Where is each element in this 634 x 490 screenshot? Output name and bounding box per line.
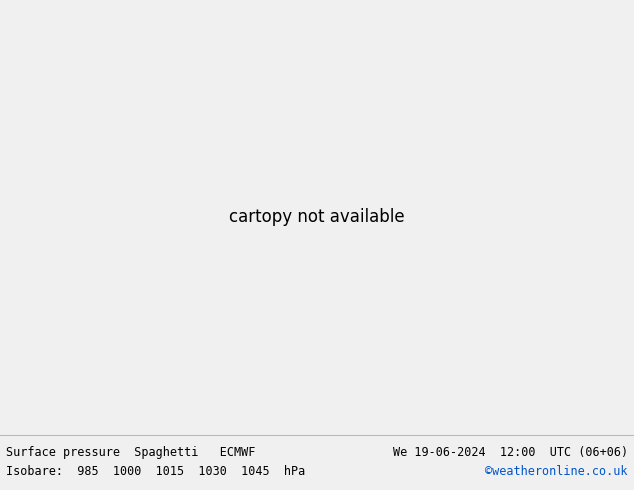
Text: cartopy not available: cartopy not available (229, 208, 405, 226)
Text: ©weatheronline.co.uk: ©weatheronline.co.uk (485, 465, 628, 478)
Text: We 19-06-2024  12:00  UTC (06+06): We 19-06-2024 12:00 UTC (06+06) (392, 446, 628, 459)
Text: Surface pressure  Spaghetti   ECMWF: Surface pressure Spaghetti ECMWF (6, 446, 256, 459)
Text: Isobare:  985  1000  1015  1030  1045  hPa: Isobare: 985 1000 1015 1030 1045 hPa (6, 465, 306, 478)
